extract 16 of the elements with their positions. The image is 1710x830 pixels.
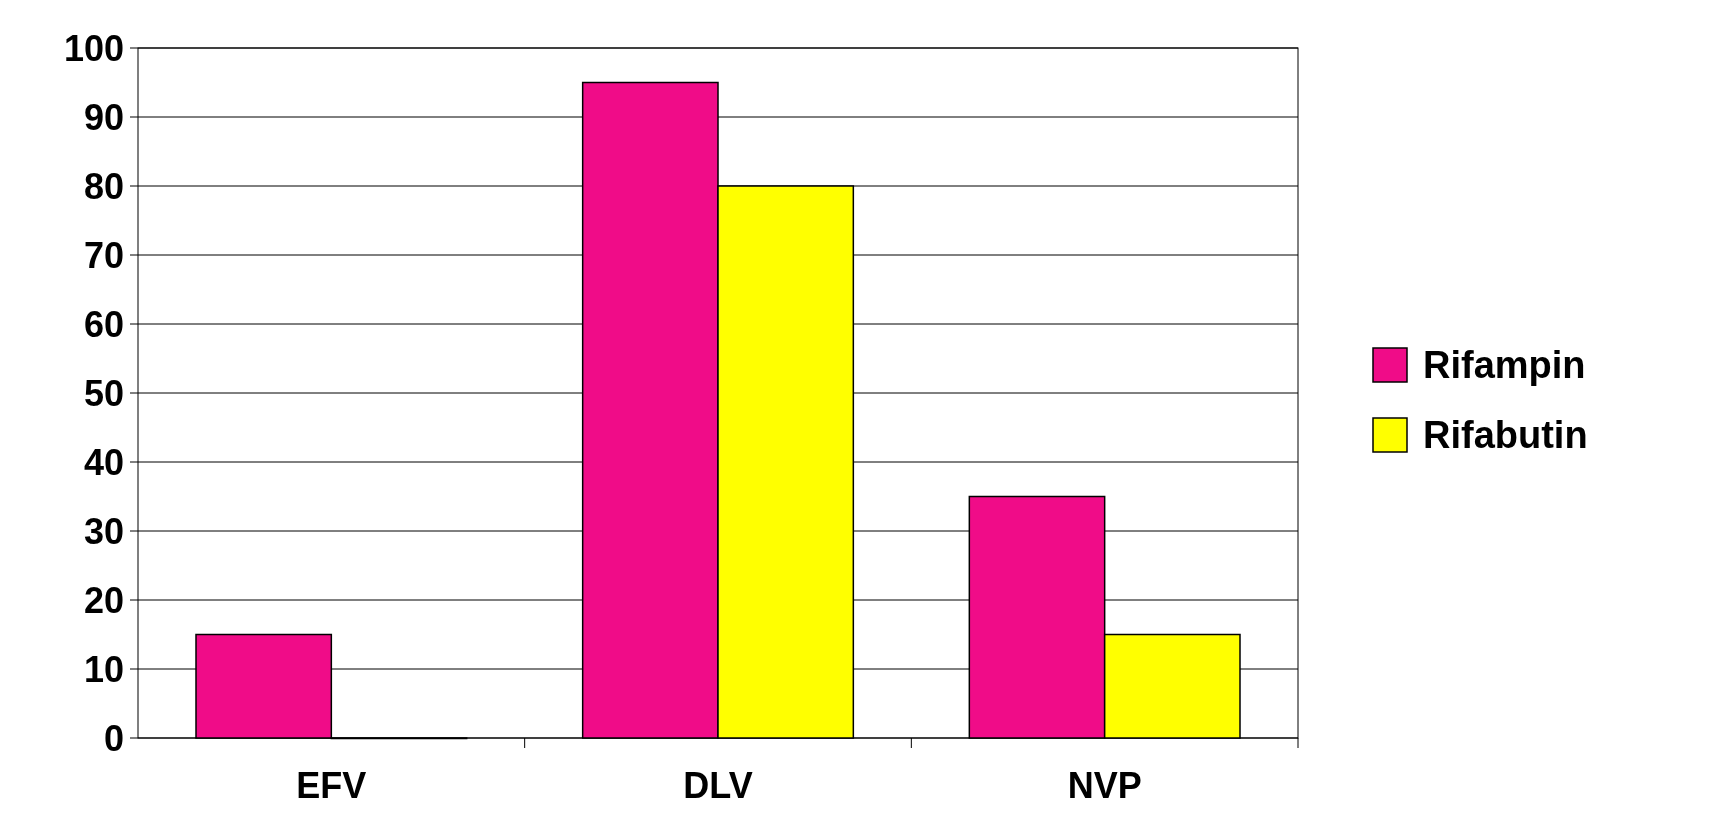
- x-tick-label: EFV: [296, 765, 367, 806]
- y-tick-label: 30: [83, 510, 124, 552]
- y-tick-label: 90: [83, 96, 124, 138]
- legend-label: Rifampin: [1423, 344, 1586, 387]
- x-tick-label: DLV: [683, 765, 753, 806]
- y-tick-label: 20: [83, 579, 124, 621]
- x-tick-label: NVP: [1067, 765, 1142, 806]
- y-tick-label: 50: [83, 372, 124, 414]
- y-tick-label: 70: [83, 234, 124, 276]
- y-tick-label: 100: [63, 27, 124, 69]
- y-tick-label: 10: [83, 648, 124, 690]
- y-tick-label: 60: [83, 303, 124, 345]
- y-tick-label: 80: [83, 165, 124, 207]
- legend-label: Rifabutin: [1423, 414, 1588, 457]
- y-tick-label: 40: [83, 441, 124, 483]
- y-tick-label: 0: [103, 717, 124, 759]
